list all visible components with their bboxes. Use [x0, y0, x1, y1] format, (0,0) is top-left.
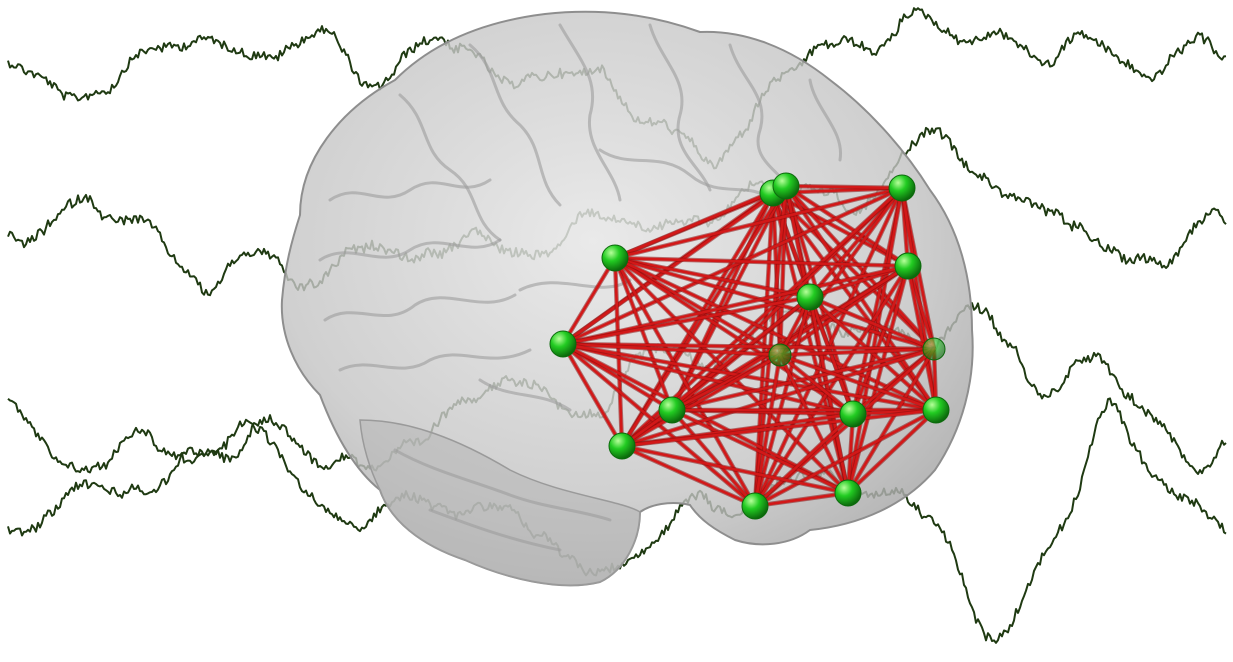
network-edge	[785, 185, 935, 350]
network-edge	[779, 353, 937, 412]
green-sphere-icon	[922, 337, 946, 361]
network-edge	[754, 413, 854, 507]
network-edge	[753, 265, 910, 507]
network-edge	[785, 184, 903, 190]
network-edge	[621, 444, 849, 495]
green-sphere-icon	[922, 396, 950, 424]
network-edge	[671, 408, 849, 495]
network-edge	[671, 409, 756, 507]
network-edge	[614, 256, 909, 268]
temporal-lobe-shadow	[359, 419, 641, 587]
network-edge	[562, 186, 903, 346]
network-nodes	[549, 172, 950, 520]
green-sphere-icon	[888, 174, 916, 202]
network-edge	[621, 347, 935, 448]
network-edge	[621, 353, 781, 448]
network-edge	[779, 353, 854, 416]
network-edge	[621, 408, 937, 448]
network-edge	[621, 444, 756, 508]
network-edge	[754, 408, 937, 508]
network-edge	[614, 256, 937, 412]
brain-gyri	[318, 23, 843, 552]
green-sphere-icon	[834, 479, 862, 507]
green-sphere-icon	[796, 283, 824, 311]
network-edge	[614, 256, 811, 299]
network-edge	[846, 348, 936, 494]
green-sphere-icon	[608, 432, 636, 460]
green-sphere-icon	[741, 492, 769, 520]
green-sphere-icon	[839, 400, 867, 428]
green-sphere-icon	[894, 252, 922, 280]
green-sphere-icon	[768, 343, 792, 367]
network-edge	[562, 295, 811, 346]
network-edge	[847, 409, 937, 494]
green-sphere-icon	[658, 396, 686, 424]
network-edge	[614, 184, 787, 260]
network-edge	[562, 184, 787, 346]
green-sphere-icon	[601, 244, 629, 272]
network-edge	[613, 257, 757, 507]
network-edge	[846, 265, 910, 494]
network-edge	[562, 342, 781, 357]
network-edge	[562, 342, 935, 351]
green-sphere-icon	[549, 330, 577, 358]
network-edge	[846, 187, 904, 494]
network-edge	[851, 265, 910, 415]
network-edge	[671, 347, 935, 412]
network-edge	[613, 257, 674, 411]
network-edge	[754, 491, 849, 508]
network-edge	[753, 296, 812, 507]
network-edges	[561, 183, 939, 509]
green-sphere-icon	[772, 172, 800, 200]
network-edge	[779, 347, 935, 357]
network-edge	[809, 295, 935, 351]
network-edge	[561, 343, 624, 447]
network-edge	[561, 257, 617, 345]
network-edge	[772, 192, 935, 350]
network-edge	[614, 186, 903, 260]
network-edge	[906, 265, 938, 411]
